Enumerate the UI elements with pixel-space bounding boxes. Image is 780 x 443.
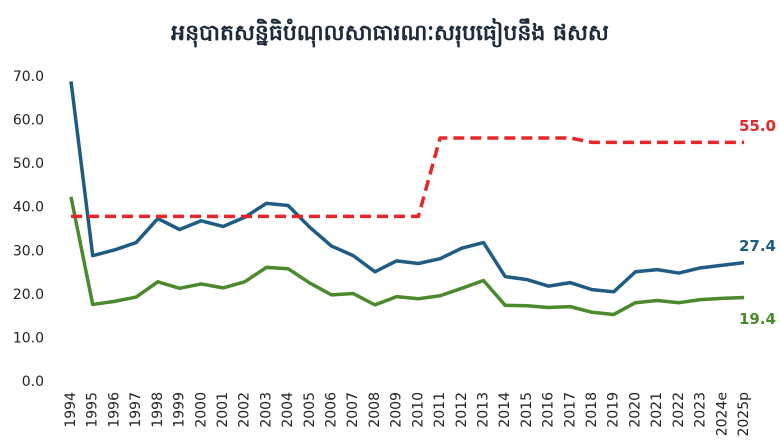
x-tick-label: 2020	[627, 392, 643, 428]
y-tick-label: 30.0	[13, 243, 44, 259]
y-tick-label: 0.0	[22, 374, 44, 390]
x-tick-label: 1995	[85, 392, 101, 428]
x-tick-label: 2002	[237, 392, 253, 428]
x-tick-label: 2003	[258, 392, 274, 428]
x-tick-label: 2012	[454, 392, 470, 428]
value-label: 27.4	[739, 237, 776, 255]
x-tick-label: 2023	[693, 392, 709, 428]
line	[71, 136, 744, 219]
x-tick-label: 2018	[584, 392, 600, 428]
x-tick-label: 2021	[649, 392, 665, 428]
x-tick-label: 1997	[128, 392, 144, 428]
x-tick-label: 2010	[410, 392, 426, 428]
x-tick-label: 2022	[671, 392, 687, 428]
x-tick-label: 1996	[106, 392, 122, 428]
x-tick-label: 1994	[63, 392, 79, 428]
x-tick-label: 2017	[562, 392, 578, 428]
line	[69, 196, 745, 317]
x-tick-label: 2004	[280, 392, 296, 428]
x-tick-label: 2016	[541, 392, 557, 428]
y-tick-label: 40.0	[13, 200, 44, 216]
x-tick-label: 2001	[215, 392, 231, 428]
x-tick-label: 1998	[150, 392, 166, 428]
x-tick-label: 2014	[497, 392, 513, 428]
x-tick-label: 2008	[367, 392, 383, 428]
x-tick-label: 2009	[389, 392, 405, 428]
x-tick-label: 2006	[324, 392, 340, 428]
value-label: 55.0	[739, 117, 776, 135]
x-tick-label: 2019	[606, 392, 622, 428]
x-tick-label: 2015	[519, 392, 535, 428]
x-tick-label: 1999	[172, 392, 188, 428]
x-tick-label: 2013	[475, 392, 491, 428]
y-tick-label: 60.0	[13, 113, 44, 129]
y-tick-label: 70.0	[13, 69, 44, 85]
y-tick-label: 20.0	[13, 287, 44, 303]
value-label: 19.4	[739, 310, 776, 328]
y-tick-label: 50.0	[13, 156, 44, 172]
x-tick-label: 2011	[432, 392, 448, 428]
x-tick-label: 2025p	[736, 392, 752, 437]
x-tick-label: 2000	[193, 392, 209, 428]
chart-title: អនុបាតសន្និធិបំណុលសាធារណៈសរុបធៀបនឹង ផសស	[171, 18, 609, 48]
x-tick-label: 2005	[302, 392, 318, 428]
x-tick-label: 2007	[345, 392, 361, 428]
x-tick-label: 2024e	[714, 392, 730, 436]
y-tick-label: 10.0	[13, 330, 44, 346]
line	[69, 81, 745, 294]
